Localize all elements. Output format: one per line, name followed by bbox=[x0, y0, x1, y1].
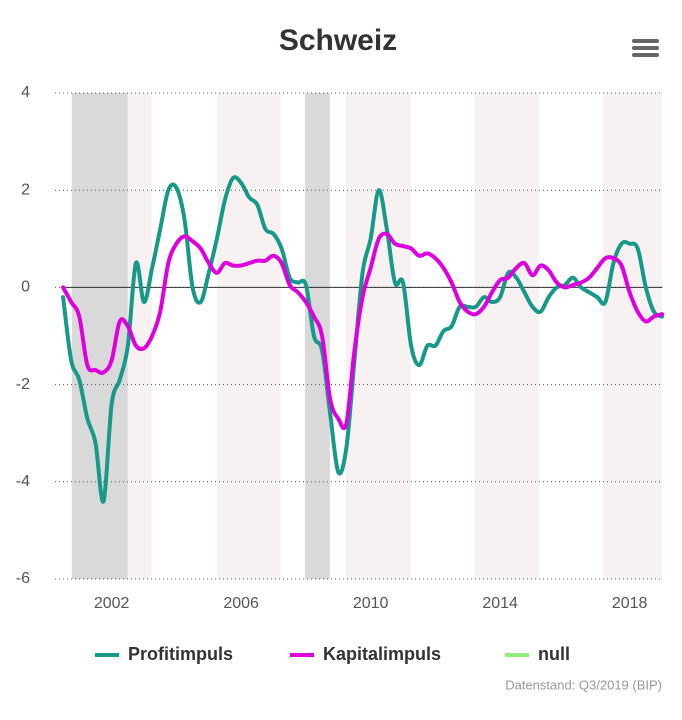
band bbox=[127, 93, 152, 579]
x-tick-label: 2002 bbox=[94, 595, 130, 612]
series-line bbox=[61, 231, 664, 431]
lines bbox=[61, 175, 664, 504]
x-tick-label: 2014 bbox=[482, 595, 518, 612]
menu-bar[interactable] bbox=[632, 53, 659, 57]
y-tick-label: 2 bbox=[21, 181, 30, 198]
y-tick-label: 0 bbox=[21, 279, 30, 296]
y-tick-label: -4 bbox=[16, 473, 30, 490]
bands bbox=[71, 93, 662, 579]
legend-label[interactable]: Kapitalimpuls bbox=[323, 644, 441, 664]
x-tick-label: 2006 bbox=[223, 595, 259, 612]
menu-button[interactable] bbox=[632, 39, 659, 57]
chart-title: Schweiz bbox=[279, 24, 397, 57]
legend-label[interactable]: Profitimpuls bbox=[128, 644, 233, 664]
y-tick-label: 4 bbox=[21, 84, 30, 101]
y-tick-label: -2 bbox=[16, 376, 30, 393]
legend-item[interactable]: Kapitalimpuls bbox=[290, 644, 441, 664]
band bbox=[304, 93, 330, 579]
legend-item[interactable]: Profitimpuls bbox=[95, 644, 233, 664]
y-tick-label: -6 bbox=[16, 570, 30, 587]
credits: Datenstand: Q3/2019 (BIP) bbox=[505, 677, 662, 692]
band bbox=[474, 93, 539, 579]
menu-bar[interactable] bbox=[632, 46, 659, 50]
legend-item[interactable]: null bbox=[505, 644, 570, 664]
x-tick-label: 2018 bbox=[612, 595, 648, 612]
band bbox=[71, 93, 128, 579]
band bbox=[603, 93, 662, 579]
band bbox=[216, 93, 281, 579]
legend-label[interactable]: null bbox=[538, 644, 570, 664]
menu-bar[interactable] bbox=[632, 39, 659, 43]
legend: Profitimpuls Kapitalimpuls null bbox=[95, 644, 570, 664]
grid: -6 -4 -2 0 2 4 2002 2006 2010 2014 2018 bbox=[16, 84, 662, 612]
x-tick-label: 2010 bbox=[353, 595, 389, 612]
